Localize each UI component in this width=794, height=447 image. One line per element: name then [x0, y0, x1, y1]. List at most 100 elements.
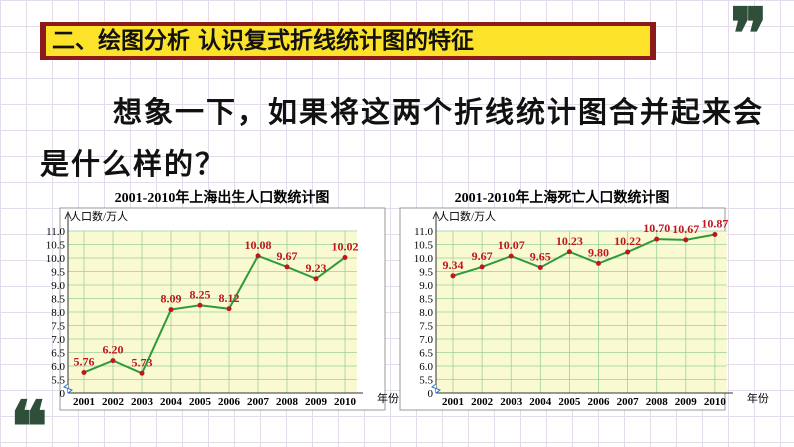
x-tick-label: 2010 — [334, 396, 357, 408]
data-point — [508, 253, 514, 259]
data-label: 10.02 — [332, 239, 359, 253]
data-label: 10.23 — [556, 234, 583, 248]
y-tick-label: 11.0 — [46, 226, 65, 238]
data-label: 5.76 — [74, 354, 95, 368]
data-point — [712, 232, 718, 238]
x-tick-label: 2003 — [500, 396, 523, 408]
data-point — [450, 273, 456, 279]
x-tick-label: 2005 — [558, 396, 581, 408]
y-tick-label: 10.0 — [46, 253, 66, 265]
series-line — [452, 233, 716, 277]
data-point — [537, 264, 543, 270]
data-point — [139, 370, 145, 376]
x-tick-label: 2003 — [131, 396, 154, 408]
y-tick-label: 10.5 — [414, 240, 434, 252]
y-axis-label: 人口数/万人 — [438, 210, 496, 223]
data-point — [625, 249, 631, 255]
y-tick-label: 5.5 — [51, 375, 65, 387]
x-tick-label: 2008 — [646, 396, 669, 408]
y-tick-label: 10.5 — [46, 240, 66, 252]
axis-arrow — [64, 210, 72, 220]
chart-title: 2001-2010年上海出生人口数统计图 — [115, 189, 330, 206]
y-tick-label: 6.0 — [51, 361, 65, 373]
data-point — [479, 264, 485, 270]
x-axis-label: 年份 — [377, 391, 399, 405]
data-point — [342, 254, 348, 260]
y-tick-label: 7.0 — [51, 334, 65, 346]
x-tick-label: 2006 — [218, 396, 241, 408]
data-point — [81, 369, 87, 375]
x-tick-label: 2001 — [442, 396, 464, 408]
y-tick-label: 8.5 — [51, 294, 65, 306]
data-point — [197, 302, 203, 308]
data-label: 10.70 — [643, 221, 670, 235]
y-tick-label: 8.0 — [419, 307, 433, 319]
x-tick-label: 2004 — [529, 396, 552, 408]
y-tick-label: 7.5 — [419, 321, 433, 333]
data-label: 10.08 — [245, 238, 272, 252]
data-point — [168, 307, 174, 313]
y-axis-label: 人口数/万人 — [70, 210, 128, 223]
axis-arrow — [432, 210, 440, 220]
y-tick-label: 6.5 — [419, 348, 433, 360]
data-label: 8.25 — [190, 287, 211, 301]
data-point — [683, 237, 689, 243]
x-tick-label: 2006 — [588, 396, 611, 408]
y-tick-label: 5.5 — [419, 375, 433, 387]
axis-break — [430, 383, 442, 394]
data-label: 8.12 — [219, 291, 240, 305]
y-origin-label: 0 — [60, 388, 66, 400]
y-tick-label: 8.5 — [419, 294, 433, 306]
y-tick-label: 9.0 — [51, 280, 65, 292]
x-tick-label: 2007 — [247, 396, 270, 408]
title: 二、绘图分析 认识复式折线统计图的特征 — [46, 26, 650, 56]
x-tick-label: 2002 — [471, 396, 494, 408]
y-origin-label: 0 — [428, 388, 434, 400]
quote-deco: ❞ — [730, 0, 768, 75]
data-label: 9.65 — [530, 249, 551, 263]
y-tick-label: 8.0 — [51, 307, 65, 319]
x-tick-label: 2009 — [675, 396, 698, 408]
x-tick-label: 2002 — [102, 396, 125, 408]
series-line — [83, 254, 346, 375]
y-tick-label: 6.0 — [419, 361, 433, 373]
x-tick-label: 2004 — [160, 396, 183, 408]
y-tick-label: 9.0 — [419, 280, 433, 292]
data-label: 10.67 — [672, 222, 699, 236]
y-tick-label: 7.5 — [51, 321, 65, 333]
chart-title: 2001-2010年上海死亡人口数统计图 — [455, 189, 670, 206]
data-label: 6.20 — [103, 343, 124, 357]
data-label: 9.34 — [443, 258, 464, 272]
data-point — [566, 249, 572, 255]
data-label: 9.80 — [588, 245, 609, 259]
x-tick-label: 2007 — [617, 396, 640, 408]
data-point — [284, 264, 290, 270]
data-label: 9.67 — [277, 249, 298, 263]
y-tick-label: 11.0 — [414, 226, 433, 238]
data-label: 10.22 — [614, 234, 641, 248]
data-point — [313, 276, 319, 282]
x-axis-label: 年份 — [747, 391, 769, 405]
axis-break — [62, 383, 74, 394]
title-banner: 二、绘图分析 认识复式折线统计图的特征 — [40, 22, 656, 60]
data-label: 8.09 — [161, 292, 182, 306]
data-point — [110, 358, 116, 364]
y-tick-label: 10.0 — [414, 253, 434, 265]
y-tick-label: 6.5 — [51, 348, 65, 360]
y-tick-label: 7.0 — [419, 334, 433, 346]
data-point — [596, 260, 601, 266]
y-tick-label: 9.5 — [419, 267, 433, 279]
quote-deco: ❝ — [10, 385, 48, 447]
data-label: 5.73 — [132, 355, 153, 369]
data-point — [654, 236, 660, 242]
x-tick-label: 2010 — [704, 396, 727, 408]
body-text: 想象一下，如果将这两个折线统计图合并起来会是什么样的？ — [40, 95, 765, 181]
x-tick-label: 2008 — [276, 396, 299, 408]
x-tick-label: 2005 — [189, 396, 212, 408]
data-label: 10.87 — [701, 217, 728, 231]
data-label: 9.67 — [472, 249, 493, 263]
data-point — [226, 306, 232, 312]
data-point — [255, 253, 261, 259]
